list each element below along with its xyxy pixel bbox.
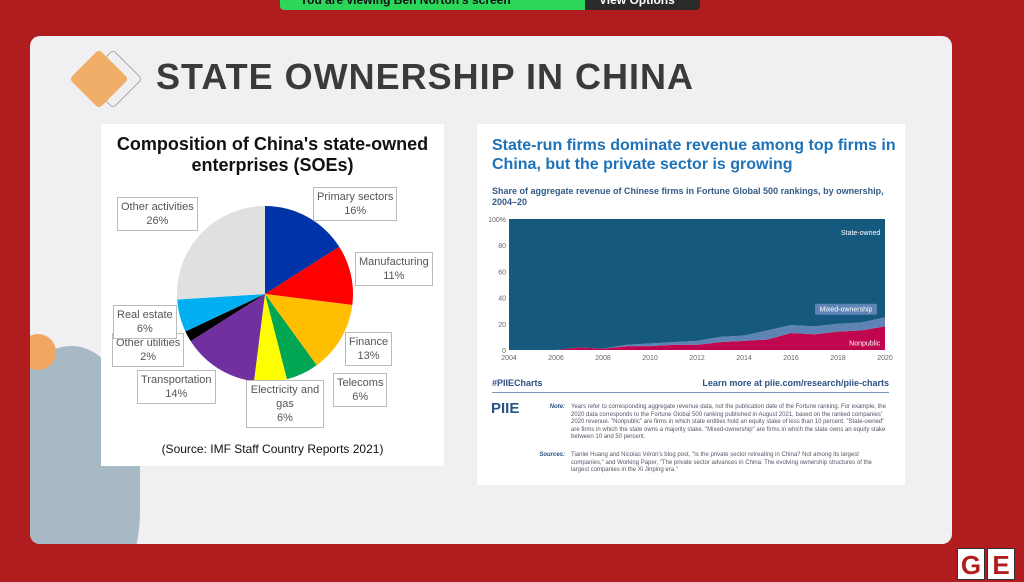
x-tick-label: 2006 bbox=[548, 355, 564, 362]
pie-slice bbox=[265, 294, 353, 366]
x-tick-label: 2016 bbox=[783, 355, 799, 362]
pie-label-name: Real estate bbox=[117, 309, 173, 321]
pie-label-value: 6% bbox=[277, 412, 293, 424]
pie-label-value: 6% bbox=[352, 391, 369, 403]
piie-logo: PIIE bbox=[491, 400, 520, 417]
y-tick-label: 0 bbox=[502, 348, 506, 355]
pie-label-name: Other utilities bbox=[116, 337, 181, 349]
ge-logo: G E bbox=[957, 548, 1015, 580]
pie-slice bbox=[185, 294, 265, 342]
x-tick-label: 2020 bbox=[877, 355, 893, 362]
pie-label-name: Finance bbox=[349, 336, 389, 348]
pie-chart-title: Composition of China's state-owned enter… bbox=[116, 134, 429, 175]
pie-slice bbox=[253, 294, 287, 382]
pie-label: Primary sectors 16% bbox=[313, 187, 398, 221]
note-label: Note: bbox=[549, 404, 565, 410]
pie-label-name: Telecoms bbox=[337, 377, 384, 389]
pie-label: Electricity and gas 6% bbox=[246, 380, 324, 428]
pie-slice bbox=[265, 206, 340, 294]
y-tick-label: 20 bbox=[498, 322, 506, 329]
area-series-nonpublic bbox=[509, 326, 885, 350]
x-tick-label: 2012 bbox=[689, 355, 705, 362]
series-label-state: State-owned bbox=[841, 230, 880, 237]
pie-label-value: 2% bbox=[140, 351, 157, 363]
pie-label-name: Other activities bbox=[121, 201, 194, 213]
pie-label-value: 16% bbox=[344, 205, 367, 217]
pie-slice bbox=[265, 294, 317, 380]
pie-label: Other activities 26% bbox=[117, 197, 198, 231]
pie-source: (Source: IMF Staff Country Reports 2021) bbox=[161, 442, 384, 456]
area-chart-subtitle: Share of aggregate revenue of Chinese fi… bbox=[492, 186, 884, 207]
area-series-state-owned bbox=[509, 219, 885, 350]
series-label-mixed: Mixed-ownership bbox=[820, 307, 873, 314]
logo-letter-g: G bbox=[957, 548, 985, 580]
area-chart-panel: State-run firms dominate revenue among t… bbox=[477, 124, 905, 485]
pie-slice bbox=[265, 246, 353, 306]
pie-slice bbox=[177, 294, 265, 332]
x-tick-label: 2018 bbox=[830, 355, 846, 362]
y-tick-label: 40 bbox=[498, 296, 506, 303]
pie-label: Manufacturing 11% bbox=[355, 252, 433, 286]
learn-more-link[interactable]: Learn more at piie.com/research/piie-cha… bbox=[702, 378, 889, 388]
pie-label-name: Transportation bbox=[141, 374, 212, 386]
pie-chart bbox=[177, 206, 353, 382]
area-chart-title: State-run firms dominate revenue among t… bbox=[492, 137, 896, 173]
pie-slice bbox=[190, 294, 265, 382]
pie-label: Real estate 6% bbox=[113, 305, 177, 339]
x-tick-label: 2004 bbox=[501, 355, 517, 362]
pie-chart-panel: Composition of China's state-owned enter… bbox=[101, 124, 444, 466]
note-text: Years refer to corresponding aggregate r… bbox=[571, 404, 886, 440]
pie-label: Finance 13% bbox=[345, 332, 393, 366]
pie-label: Transportation 14% bbox=[137, 370, 216, 404]
hashtag: #PIIECharts bbox=[492, 378, 543, 388]
pie-label-value: 13% bbox=[357, 350, 380, 362]
pie-slice bbox=[177, 206, 265, 300]
pie-label-value: 11% bbox=[383, 270, 405, 282]
y-tick-label: 80 bbox=[498, 243, 506, 250]
pie-label-value: 26% bbox=[146, 215, 169, 227]
view-options-button[interactable]: View Options bbox=[585, 0, 700, 10]
x-tick-label: 2008 bbox=[595, 355, 611, 362]
pie-label-value: 14% bbox=[165, 388, 188, 400]
pie-label: Telecoms 6% bbox=[333, 373, 388, 407]
series-label-nonpublic: Nonpublic bbox=[849, 340, 881, 347]
viewing-label: You are viewing Ben Norton's screen bbox=[280, 0, 585, 10]
logo-letter-e: E bbox=[987, 548, 1015, 580]
pie-label-name: Manufacturing bbox=[359, 256, 429, 268]
pie-label-value: 6% bbox=[136, 323, 153, 335]
pie-label-name: Electricity and gas bbox=[250, 384, 320, 410]
zoom-share-banner: You are viewing Ben Norton's screen View… bbox=[280, 0, 700, 10]
mixed-label-bg bbox=[815, 303, 877, 315]
piie-footer: #PIIECharts Learn more at piie.com/resea… bbox=[492, 378, 889, 393]
area-chart: 0 20 40 60 80 100% 2004 2006 2008 2010 2012 2014 201… bbox=[488, 217, 893, 362]
area-series-mixed-ownership bbox=[509, 317, 885, 350]
x-tick-label: 2014 bbox=[736, 355, 752, 362]
sources-text: Tianlei Huang and Nicolas Véron's blog p… bbox=[571, 452, 872, 473]
pie-label-name: Primary sectors bbox=[317, 191, 394, 203]
x-tick-label: 2010 bbox=[642, 355, 658, 362]
y-tick-label: 100% bbox=[488, 217, 506, 224]
sources-label: Sources: bbox=[539, 452, 565, 458]
y-tick-label: 60 bbox=[498, 269, 506, 276]
slide-title: STATE OWNERSHIP IN CHINA bbox=[156, 56, 695, 97]
